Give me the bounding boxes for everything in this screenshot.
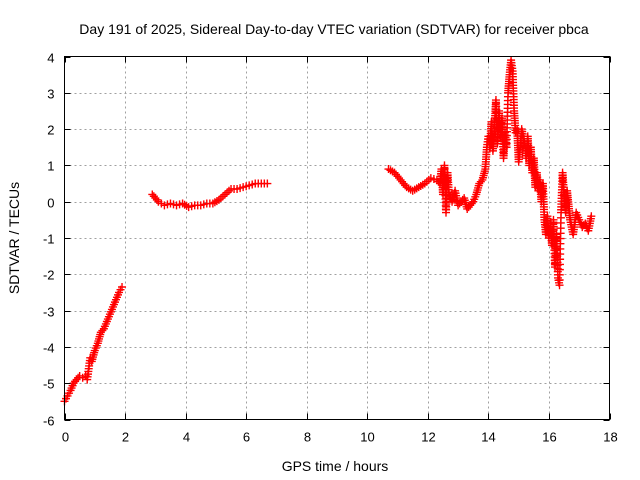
x-tick-label: 0 [62,430,69,445]
data-point [118,283,127,292]
y-tick-label: 3 [47,87,54,102]
data-point-dense [152,195,161,204]
y-tick-label: -5 [43,377,55,392]
x-tick-label: 2 [122,430,129,445]
chart-title: Day 191 of 2025, Sidereal Day-to-day VTE… [79,21,589,37]
data-point [511,128,520,137]
y-tick-label: -4 [43,341,55,356]
data-point [587,212,596,221]
y-tick-label: 4 [47,51,54,66]
y-tick-label: -6 [43,414,55,429]
y-tick-label: -3 [43,305,55,320]
axis-ticks [64,56,611,421]
x-tick-label: 4 [183,430,190,445]
data-point [263,179,272,188]
y-tick-label: 2 [47,123,54,138]
x-axis-tick-labels: 0 2 4 6 8 10 12 14 16 18 [62,430,618,445]
data-point-dense [467,199,476,208]
x-axis-label: GPS time / hours [282,458,389,474]
y-tick-label: -1 [43,232,55,247]
y-tick-label: -2 [43,268,55,283]
x-tick-label: 12 [421,430,435,445]
x-tick-label: 8 [304,430,311,445]
x-tick-label: 18 [603,430,617,445]
x-tick-label: 16 [542,430,556,445]
data-points [60,56,596,406]
y-axis-label: SDTVAR / TECUs [6,182,22,294]
y-tick-label: 1 [47,159,54,174]
y-axis-tick-labels: -6 -5 -4 -3 -2 -1 0 1 2 3 4 [43,51,55,429]
x-tick-label: 6 [243,430,250,445]
y-tick-label: 0 [47,196,54,211]
data-point-dense [98,326,107,335]
x-tick-label: 14 [481,430,495,445]
x-tick-label: 10 [360,430,374,445]
